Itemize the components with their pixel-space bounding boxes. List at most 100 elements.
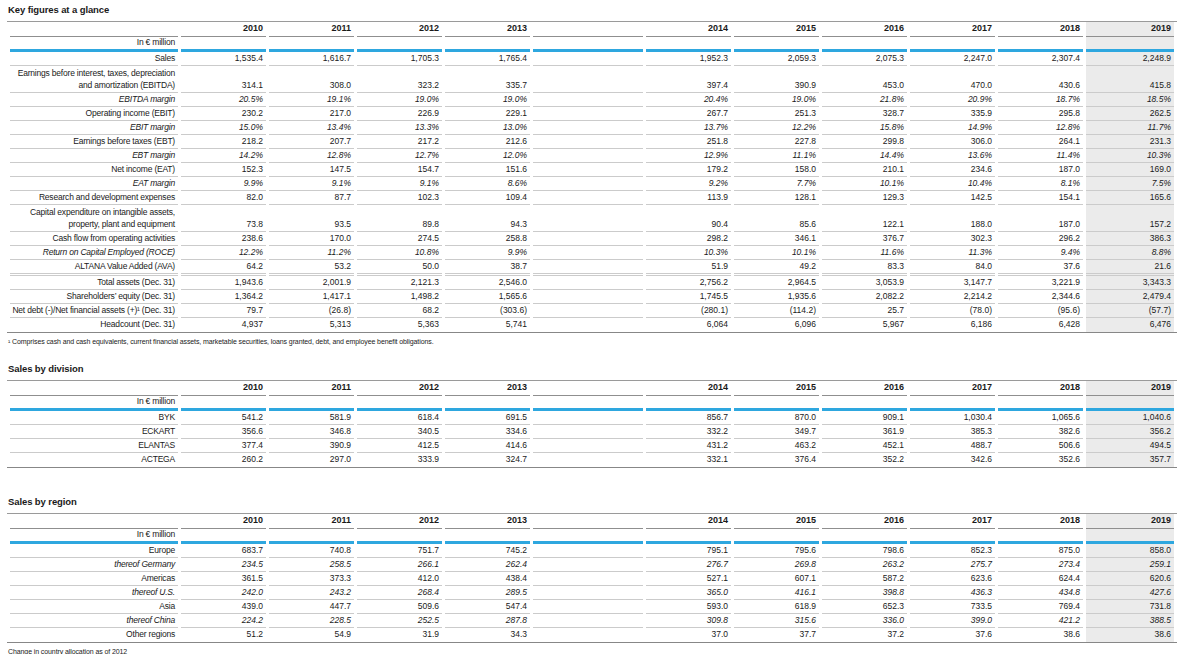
value-cell-text: 751.7 [418,545,439,555]
row-label-text: Net income (EAT) [111,164,175,174]
value-cell: 470.0 [910,66,995,93]
value-cell: 12.7% [357,149,442,163]
value-cell-text: 25.7 [887,305,904,315]
value-cell-text: 346.1 [795,233,816,243]
value-cell-text: 142.5 [971,192,992,202]
table-row: Operating income (EBIT)230.2217.0226.922… [10,107,1174,121]
value-cell-text: 8.8% [1152,247,1171,257]
value-cell: 416.1 [734,586,819,600]
value-cell: 228.5 [269,614,354,628]
value-cell: 89.8 [357,205,442,232]
value-cell-text: 297.0 [330,454,351,464]
value-cell-text: 2,082.2 [876,291,904,301]
value-cell-text: 541.2 [242,412,263,422]
value-cell-text: 852.3 [971,545,992,555]
value-cell-text: 1,616.7 [323,53,351,63]
value-cell: 875.0 [998,544,1083,558]
unit-cell [734,37,819,52]
value-cell-text: 13.6% [968,150,992,160]
value-cell-text: 263.2 [883,559,904,569]
value-cell-text: 434.8 [1059,587,1080,597]
value-cell: (95.6) [998,304,1083,318]
value-cell-text: 349.7 [795,426,816,436]
value-cell: 224.2 [181,614,266,628]
value-cell-text: 231.3 [1150,136,1171,146]
value-cell: 37.6 [998,260,1083,274]
value-cell: 83.3 [822,260,907,274]
column-header-year-text: 2015 [796,382,816,392]
table-row: Asia439.0447.7509.6547.4593.0618.9652.37… [10,600,1174,614]
value-cell: 151.6 [445,163,530,177]
value-cell-text: 11.6% [881,247,904,257]
row-label: Earnings before interest, taxes, depreci… [10,66,178,93]
value-cell-text: 5,967 [883,319,904,329]
value-cell: 154.1 [998,191,1083,205]
value-cell: 488.7 [910,439,995,453]
value-cell-text: 399.0 [971,615,992,625]
value-cell: 102.3 [357,191,442,205]
value-cell-text: 217.0 [330,108,351,118]
value-cell: 365.0 [646,586,731,600]
value-cell: 624.4 [998,572,1083,586]
value-cell: 11.1% [734,149,819,163]
row-label: ACTEGA [10,453,178,467]
value-cell: 388.5 [1086,614,1174,628]
unit-cell [269,529,354,544]
value-cell: 64.2 [181,260,266,274]
value-cell: 158.0 [734,163,819,177]
value-cell: 37.0 [646,628,731,642]
column-header-year-text: 2014 [708,382,728,392]
value-cell-text: 187.0 [1059,219,1080,229]
value-cell: 1,745.5 [646,290,731,304]
value-cell-text: 13.3% [415,122,439,132]
value-cell-text: 85.6 [799,219,816,229]
value-cell: 1,030.4 [910,411,995,425]
value-cell: 1,498.2 [357,290,442,304]
value-cell-text: 238.6 [242,233,263,243]
column-header-year: 2014 [646,381,731,396]
value-cell: 349.7 [734,425,819,439]
table-row: EBITDA margin20.5%19.1%19.0%19.0%20.4%19… [10,93,1174,107]
value-cell: 309.8 [646,614,731,628]
value-cell-text: 89.8 [422,219,439,229]
value-cell-text: 769.4 [1059,601,1080,611]
value-cell: 212.6 [445,135,530,149]
row-label-text: thereof U.S. [132,587,175,597]
table-row: Net debt (-)/Net financial assets (+)¹ (… [10,304,1174,318]
unit-cell [357,396,442,411]
value-cell-text: 11.1% [793,150,816,160]
gap-cell [533,205,643,232]
value-cell: 9.1% [357,177,442,191]
value-cell-text: 275.7 [971,559,992,569]
row-label: Europe [10,544,178,558]
unit-cell [646,37,731,52]
value-cell: 438.4 [445,572,530,586]
value-cell-text: 2,479.4 [1143,291,1171,301]
column-header-year: 2019 [1086,22,1174,37]
year-header-row: 2010201120122013201420152016201720182019 [10,514,1174,529]
value-cell-text: 373.3 [330,573,351,583]
value-cell: 14.9% [910,121,995,135]
sales-by-division-title: Sales by division [8,363,1180,374]
value-cell-text: 740.8 [330,545,351,555]
column-header-year-text: 2013 [507,515,527,525]
value-cell: 9.2% [646,177,731,191]
gap-cell [533,52,643,66]
value-cell-text: (57.7) [1149,305,1171,315]
value-cell-text: 334.6 [506,426,527,436]
value-cell: 412.5 [357,439,442,453]
row-label: thereof China [10,614,178,628]
column-header-year: 2010 [181,381,266,396]
gap-cell [533,232,643,246]
value-cell: 19.0% [734,93,819,107]
value-cell-text: 607.1 [795,573,816,583]
value-cell: 335.7 [445,66,530,93]
value-cell: 315.6 [734,614,819,628]
column-header-year: 2018 [998,514,1083,529]
value-cell: 179.2 [646,163,731,177]
column-header-year: 2012 [357,381,442,396]
row-label: Net income (EAT) [10,163,178,177]
value-cell-text: 218.2 [242,136,263,146]
value-cell-text: 447.7 [330,601,351,611]
column-header-year: 2010 [181,514,266,529]
